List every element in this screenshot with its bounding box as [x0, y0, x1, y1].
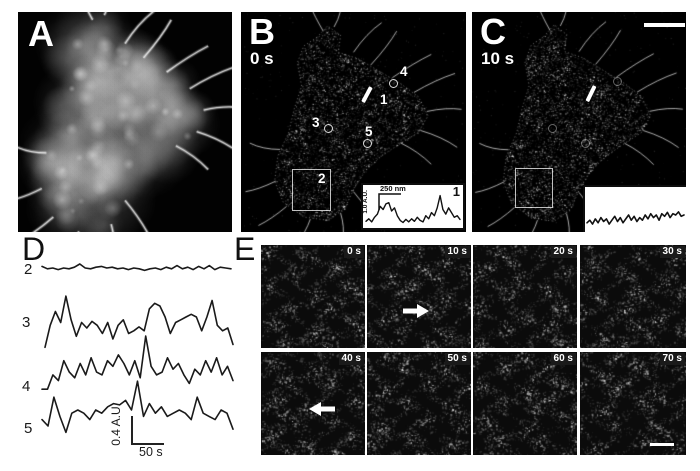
panel-c-faint-circle [548, 124, 557, 133]
inset-b-yscale-label: 1.0 A.U. [362, 190, 369, 214]
panel-c-faint-circle [581, 139, 590, 148]
frame-60s: 60 s [473, 352, 577, 455]
panel-d-xscale-label: 50 s [139, 445, 163, 459]
trace-polyline [365, 194, 461, 224]
inset-b-xscale-label: 250 nm [380, 184, 406, 193]
frame-50s: 50 s [367, 352, 471, 455]
frame-50s-time-badge: 50 s [444, 353, 470, 365]
panel-d-yscale-label: 0.4 A.U. [109, 403, 123, 446]
marker-label-2: 2 [318, 171, 326, 186]
scale-bar-path [131, 416, 164, 445]
panel-d-traces [41, 263, 234, 445]
trace-polyline [41, 263, 232, 272]
inset-c-trace [586, 211, 685, 225]
panel-a-image [18, 12, 232, 232]
frame-60s-image [473, 352, 577, 455]
frame-0s-time-badge: 0 s [344, 246, 364, 258]
frame-70s-time-badge: 70 s [659, 353, 685, 365]
frame-20s-time-badge: 20 s [550, 246, 576, 258]
frame-0s: 0 s [261, 245, 365, 348]
trace-label-2: 2 [24, 261, 33, 278]
panel-b-label: B [249, 11, 275, 52]
trace-polyline [44, 295, 234, 349]
panel-c: C 10 s [472, 12, 686, 232]
marker-circle-4 [389, 79, 398, 88]
frame-30s-time-badge: 30 s [659, 246, 685, 258]
frame-50s-image [367, 352, 471, 455]
frame-40s: 40 s [261, 352, 365, 455]
frame-10s-image [367, 245, 471, 348]
frame-30s-image [580, 245, 686, 348]
frame-20s-image [473, 245, 577, 348]
frame-20s: 20 s [473, 245, 577, 348]
trace-label-4: 4 [22, 378, 31, 395]
frame-30s: 30 s [580, 245, 686, 348]
panel-c-scale-bar [644, 23, 685, 27]
marker-label-4: 4 [400, 64, 408, 79]
frame-70s: 70 s [580, 352, 686, 455]
marker-circle-3 [324, 124, 333, 133]
trace-polyline [586, 211, 685, 225]
frame-0s-image [261, 245, 365, 348]
frame-10s: 10 s [367, 245, 471, 348]
inset-b-trace [365, 193, 461, 224]
panel-c-roi-box [515, 168, 553, 208]
panel-c-faint-circle [613, 77, 622, 86]
right-arrow-icon [403, 304, 429, 318]
frame-70s-scale-bar [650, 443, 674, 446]
trace-polyline [41, 380, 234, 434]
marker-label-3: 3 [312, 115, 320, 130]
marker-label-1: 1 [380, 92, 388, 107]
frame-60s-time-badge: 60 s [550, 353, 576, 365]
left-arrow-icon [309, 402, 335, 416]
panel-c-inset-profile [583, 185, 686, 232]
frame-10s-time-badge: 10 s [444, 246, 470, 258]
trace-label-5: 5 [24, 420, 33, 437]
frame-40s-time-badge: 40 s [338, 353, 364, 365]
panel-a: A [18, 12, 232, 232]
frame-40s-image [261, 352, 365, 455]
marker-label-5: 5 [365, 124, 373, 139]
inset-b-corner-label: 1 [452, 184, 460, 199]
panel-e-label: E [234, 231, 256, 267]
panel-d-label: D [22, 231, 46, 267]
roi-box-2 [292, 169, 331, 211]
marker-circle-5 [363, 139, 372, 148]
scale-bar-path [378, 193, 401, 210]
panel-c-time-label: 10 s [481, 49, 515, 68]
panel-b-time-label: 0 s [250, 49, 274, 68]
panel-b-inset-profile: 250 nm 1.0 A.U. 1 [361, 183, 465, 230]
panel-a-label: A [28, 13, 54, 54]
trace-polyline [41, 335, 234, 390]
panel-b: B 0 s 1 2 3 4 5 250 nm 1.0 A.U. 1 [241, 12, 466, 232]
panel-c-label: C [480, 11, 506, 52]
trace-label-3: 3 [22, 314, 31, 331]
frame-70s-image [580, 352, 686, 455]
